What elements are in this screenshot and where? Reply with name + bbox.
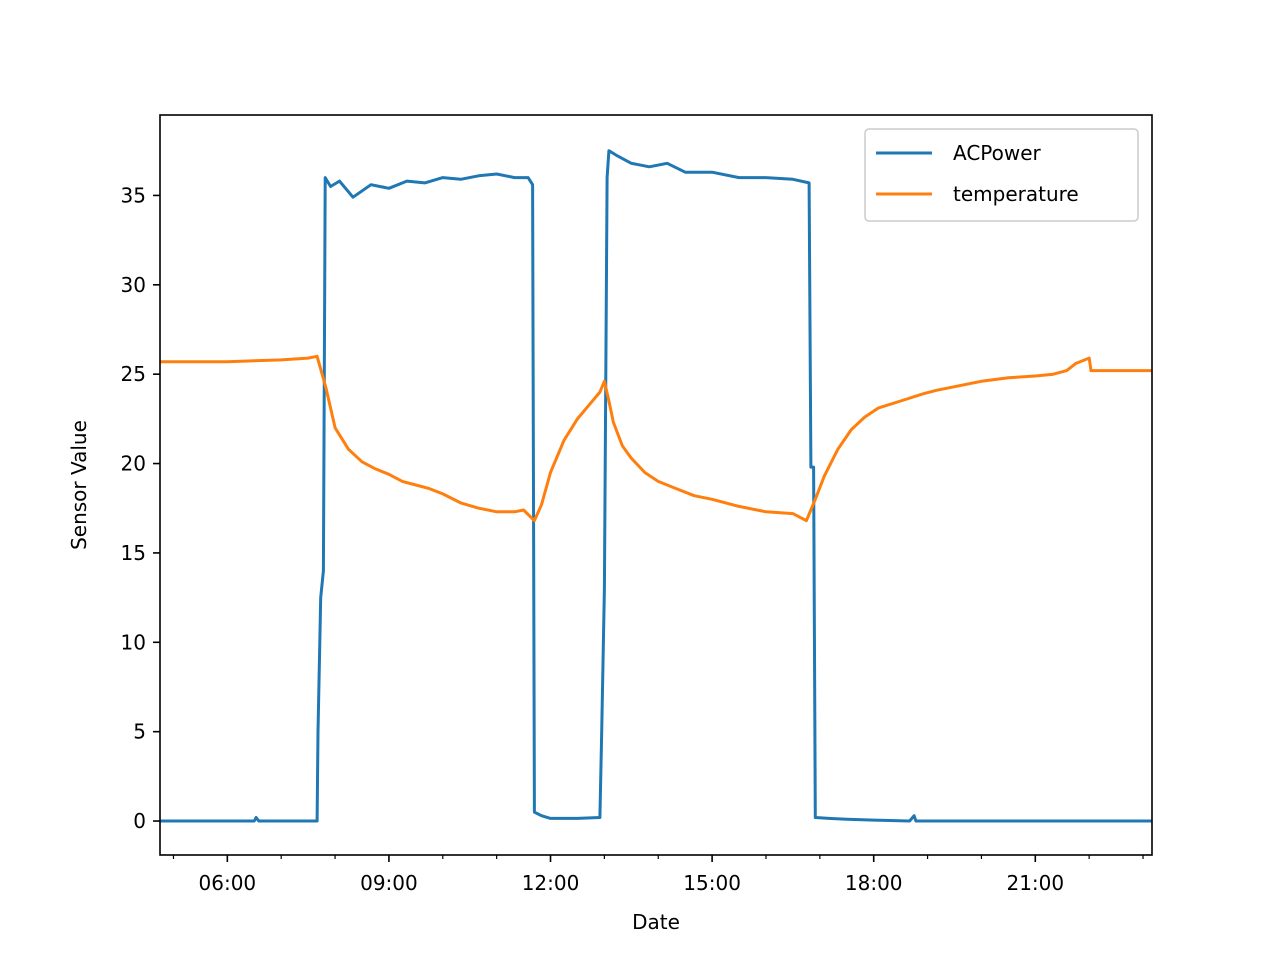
x-axis: 06:00 09:00 12:00 15:00 18:00 21:00 bbox=[172, 855, 1144, 895]
y-tick-label: 15 bbox=[121, 541, 146, 565]
y-tick-label: 25 bbox=[121, 362, 146, 386]
x-tick-label: 09:00 bbox=[360, 871, 418, 895]
y-tick-label: 35 bbox=[121, 183, 146, 207]
legend-box bbox=[864, 128, 1139, 222]
y-tick-label: 30 bbox=[121, 273, 146, 297]
y-tick-label: 0 bbox=[133, 809, 146, 833]
x-tick-label: 15:00 bbox=[683, 871, 741, 895]
axes-frame bbox=[159, 114, 1153, 856]
y-axis: 0 5 10 15 20 25 30 35 bbox=[121, 183, 160, 833]
y-axis-label: Sensor Value bbox=[67, 420, 91, 550]
y-tick-label: 20 bbox=[121, 452, 146, 476]
x-tick-label: 06:00 bbox=[199, 871, 257, 895]
y-tick-label: 5 bbox=[133, 720, 146, 744]
x-tick-label: 21:00 bbox=[1006, 871, 1064, 895]
x-tick-label: 12:00 bbox=[522, 871, 580, 895]
y-tick-label: 10 bbox=[121, 630, 146, 654]
legend-label-acpower: ACPower bbox=[953, 141, 1042, 165]
series-line-temperature bbox=[160, 354, 1152, 523]
x-tick-label: 18:00 bbox=[845, 871, 903, 895]
series-layer bbox=[160, 149, 1152, 823]
legend-label-temperature: temperature bbox=[953, 182, 1079, 206]
series-line-acpower bbox=[160, 149, 1152, 823]
legend: ACPower temperature bbox=[864, 128, 1139, 222]
x-axis-label: Date bbox=[632, 910, 680, 934]
